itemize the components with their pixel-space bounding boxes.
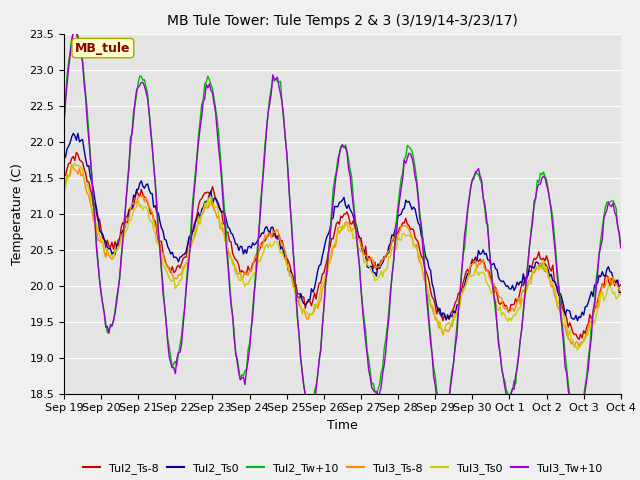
Tul3_Ts0 [410, 241, 417, 247]
Line: Tul2_Ts0: Tul2_Ts0 [64, 133, 621, 321]
Tul3_Tw+10 [550, 240, 558, 245]
Line: Tul2_Tw+10: Tul2_Tw+10 [64, 30, 621, 421]
Tul3_Tw+10 [572, 422, 580, 428]
Tul2_Tw+10 [379, 365, 387, 371]
Tul2_Ts-8 [575, 336, 583, 342]
Tul3_Ts0 [379, 274, 387, 280]
Text: MB_tule: MB_tule [75, 42, 131, 55]
Line: Tul3_Ts0: Tul3_Ts0 [64, 164, 621, 350]
Line: Tul3_Tw+10: Tul3_Tw+10 [64, 28, 621, 425]
Tul2_Ts-8 [165, 265, 173, 271]
Tul2_Ts-8 [550, 277, 558, 283]
Tul2_Ts-8 [77, 158, 85, 164]
Tul3_Tw+10 [617, 245, 625, 251]
Tul3_Tw+10 [397, 185, 405, 191]
Tul2_Ts-8 [397, 224, 405, 229]
Tul2_Tw+10 [60, 120, 68, 126]
Tul3_Ts-8 [165, 267, 173, 273]
Line: Tul3_Ts-8: Tul3_Ts-8 [64, 165, 621, 348]
Tul2_Ts-8 [72, 150, 80, 156]
Tul3_Ts-8 [68, 162, 76, 168]
Tul2_Ts0 [165, 247, 173, 252]
Tul2_Ts-8 [410, 227, 417, 233]
Tul3_Tw+10 [410, 162, 417, 168]
Tul2_Tw+10 [71, 27, 79, 33]
Tul2_Tw+10 [550, 232, 558, 238]
Tul3_Ts0 [165, 275, 173, 281]
Tul3_Tw+10 [165, 354, 173, 360]
Tul2_Ts-8 [617, 282, 625, 288]
Tul3_Ts0 [71, 161, 79, 167]
Tul2_Tw+10 [410, 156, 417, 161]
Tul3_Ts-8 [379, 257, 387, 263]
Tul2_Ts0 [573, 318, 581, 324]
Tul2_Tw+10 [617, 243, 625, 249]
Tul2_Tw+10 [397, 175, 405, 181]
Tul3_Tw+10 [77, 52, 85, 58]
Tul2_Tw+10 [165, 344, 173, 349]
X-axis label: Time: Time [327, 419, 358, 432]
Tul2_Ts-8 [60, 172, 68, 178]
Tul2_Ts0 [77, 137, 85, 143]
Tul3_Tw+10 [71, 25, 79, 31]
Tul2_Ts0 [397, 211, 405, 217]
Y-axis label: Temperature (C): Temperature (C) [11, 163, 24, 264]
Title: MB Tule Tower: Tule Temps 2 & 3 (3/19/14-3/23/17): MB Tule Tower: Tule Temps 2 & 3 (3/19/14… [167, 14, 518, 28]
Line: Tul2_Ts-8: Tul2_Ts-8 [64, 153, 621, 339]
Tul3_Tw+10 [60, 121, 68, 127]
Tul2_Tw+10 [572, 418, 580, 424]
Tul3_Ts0 [550, 284, 558, 290]
Tul2_Ts0 [379, 260, 387, 266]
Legend: Tul2_Ts-8, Tul2_Ts0, Tul2_Tw+10, Tul3_Ts-8, Tul3_Ts0, Tul3_Tw+10: Tul2_Ts-8, Tul2_Ts0, Tul2_Tw+10, Tul3_Ts… [79, 458, 606, 478]
Tul2_Ts-8 [379, 257, 387, 263]
Tul3_Ts-8 [550, 292, 558, 298]
Tul2_Ts0 [410, 204, 417, 210]
Tul3_Ts-8 [575, 345, 583, 350]
Tul2_Ts0 [69, 131, 77, 136]
Tul3_Ts-8 [410, 243, 417, 249]
Tul2_Ts0 [550, 278, 558, 284]
Tul3_Ts-8 [60, 189, 68, 195]
Tul2_Ts0 [60, 156, 68, 162]
Tul3_Ts-8 [617, 288, 625, 294]
Tul3_Ts-8 [397, 224, 405, 229]
Tul3_Ts0 [77, 165, 85, 170]
Tul3_Ts0 [397, 237, 405, 243]
Tul3_Ts0 [617, 292, 625, 298]
Tul2_Ts0 [617, 289, 625, 295]
Tul2_Tw+10 [77, 49, 85, 55]
Tul3_Tw+10 [379, 371, 387, 376]
Tul3_Ts0 [573, 347, 581, 353]
Tul3_Ts0 [60, 190, 68, 196]
Tul3_Ts-8 [77, 173, 85, 179]
